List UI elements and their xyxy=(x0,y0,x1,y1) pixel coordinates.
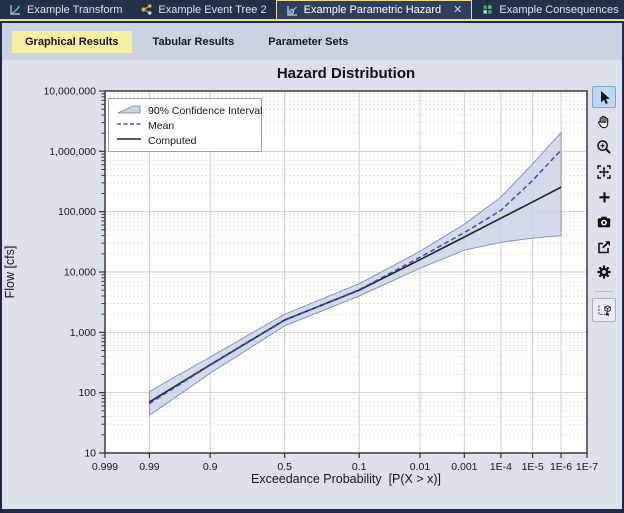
pan-tool-button[interactable] xyxy=(592,111,616,133)
tab-label: Example Event Tree 2 xyxy=(158,3,267,16)
x-axis-label: Exceedance Probability [P(X > x)] xyxy=(250,472,442,486)
parametric-hazard-icon xyxy=(286,4,299,17)
zoom-extents-icon xyxy=(597,165,611,179)
hazard-distribution-plot[interactable]: 10 100 1,000 10,000 100,000 1,000,000 10,000,0… xyxy=(2,60,622,509)
svg-text:0.5: 0.5 xyxy=(277,461,292,473)
consequences-icon xyxy=(481,3,494,16)
toolbar-separator xyxy=(595,291,613,292)
svg-text:0.001: 0.001 xyxy=(451,461,477,473)
select-data-tool-button[interactable] xyxy=(592,298,616,322)
add-tool-button[interactable] xyxy=(592,186,616,208)
add-crosshair-icon xyxy=(598,191,610,202)
chart-panel: Hazard Distribution 10 100 1,000 10,000 100,… xyxy=(2,60,622,509)
svg-text:10,000: 10,000 xyxy=(64,267,96,279)
svg-text:0.99: 0.99 xyxy=(139,461,160,473)
subtab-tabular-results[interactable]: Tabular Results xyxy=(152,35,235,48)
legend-item-mean: Mean xyxy=(116,118,254,133)
computed-line-swatch-icon xyxy=(116,132,142,150)
svg-text:1E-4: 1E-4 xyxy=(490,461,512,473)
svg-text:10,000,000: 10,000,000 xyxy=(43,86,96,98)
tab-example-event-tree-2[interactable]: Example Event Tree 2 xyxy=(131,0,275,19)
export-icon xyxy=(598,240,610,254)
subtab-graphical-results[interactable]: Graphical Results xyxy=(12,30,132,53)
legend-item-computed: Computed xyxy=(116,133,254,148)
mean-line-swatch-icon xyxy=(116,117,142,135)
tab-label: Example Parametric Hazard xyxy=(303,4,442,16)
legend-label: Mean xyxy=(148,119,175,132)
svg-text:0.9: 0.9 xyxy=(203,461,218,473)
svg-text:1E-6: 1E-6 xyxy=(550,461,572,473)
svg-text:1,000,000: 1,000,000 xyxy=(49,146,96,158)
subtab-parameter-sets[interactable]: Parameter Sets xyxy=(268,35,349,48)
select-data-icon xyxy=(598,305,612,317)
chart-legend: 90% Confidence Interval Mean Computed xyxy=(108,98,262,152)
export-tool-button[interactable] xyxy=(592,236,616,258)
pointer-tool-button[interactable] xyxy=(592,86,616,108)
zoom-in-tool-button[interactable] xyxy=(592,136,616,158)
pointer-arrow-icon xyxy=(600,90,610,104)
settings-gear-icon xyxy=(597,265,611,279)
chart-title: Hazard Distribution xyxy=(276,65,416,82)
zoom-extents-tool-button[interactable] xyxy=(592,161,616,183)
legend-label: Computed xyxy=(148,134,197,147)
tab-example-transform[interactable]: Example Transform xyxy=(0,0,131,19)
svg-text:0.1: 0.1 xyxy=(352,461,367,473)
document-tab-bar: Example Transform Example Event Tree 2 E… xyxy=(0,0,624,21)
confidence-band-swatch-icon xyxy=(116,102,142,120)
svg-text:100: 100 xyxy=(78,387,96,399)
transform-icon xyxy=(9,3,22,16)
svg-text:1E-5: 1E-5 xyxy=(522,461,544,473)
svg-text:100,000: 100,000 xyxy=(58,206,96,218)
plot-toolbar xyxy=(591,86,617,325)
result-view-tabs: Graphical Results Tabular Results Parame… xyxy=(2,23,622,60)
pan-hand-icon xyxy=(598,115,609,129)
event-tree-icon xyxy=(140,3,153,16)
tab-label: Example Consequences xyxy=(499,3,619,16)
svg-text:0.999: 0.999 xyxy=(92,461,118,473)
camera-icon xyxy=(597,216,611,228)
zoom-in-icon xyxy=(597,140,611,154)
svg-text:0.01: 0.01 xyxy=(410,461,431,473)
legend-label: 90% Confidence Interval xyxy=(148,104,263,117)
tab-example-parametric-hazard[interactable]: Example Parametric Hazard ✕ xyxy=(275,0,473,19)
legend-item-confidence-interval: 90% Confidence Interval xyxy=(116,102,262,120)
tab-label: Example Transform xyxy=(27,3,123,16)
svg-text:1,000: 1,000 xyxy=(70,327,96,339)
tab-example-consequences[interactable]: Example Consequences xyxy=(472,0,624,19)
close-tab-icon[interactable]: ✕ xyxy=(453,3,463,16)
svg-text:10: 10 xyxy=(84,448,96,460)
snapshot-tool-button[interactable] xyxy=(592,211,616,233)
svg-text:1E-7: 1E-7 xyxy=(576,461,598,473)
y-axis-label: Flow [cfs] xyxy=(3,245,17,299)
settings-tool-button[interactable] xyxy=(592,261,616,283)
